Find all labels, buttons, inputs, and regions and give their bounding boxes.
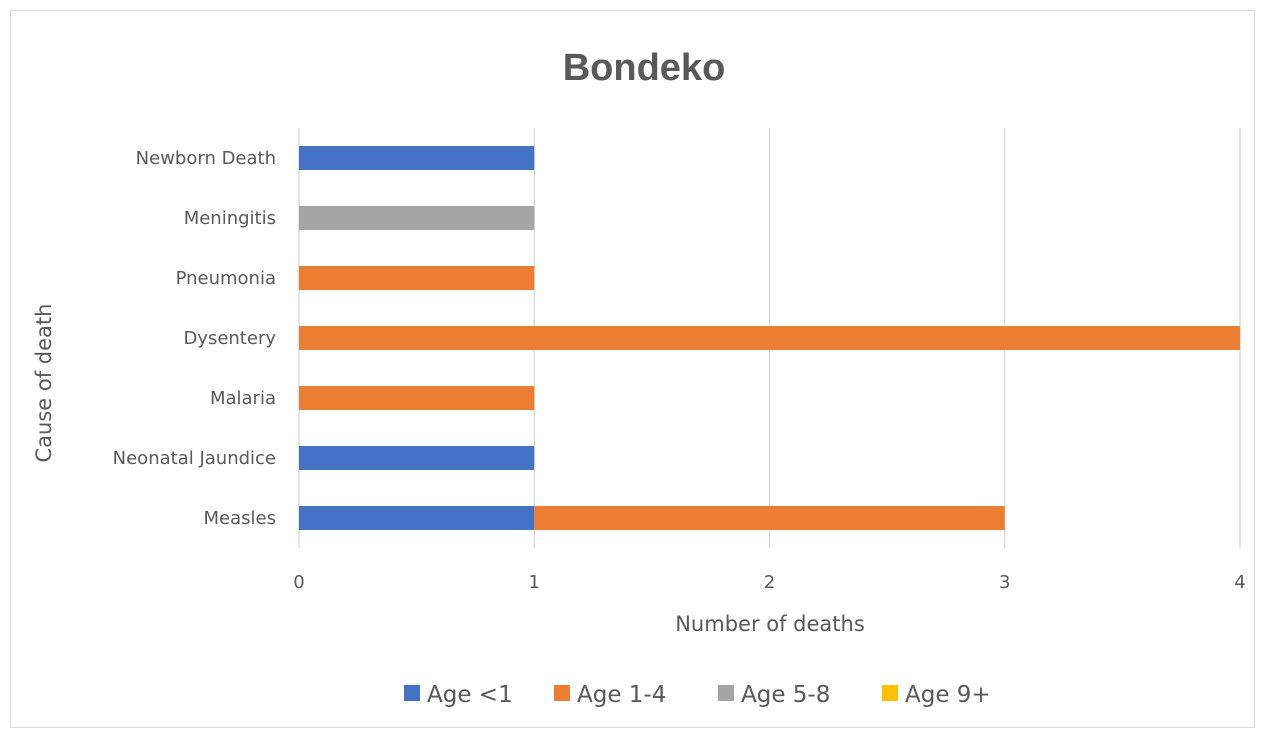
x-axis-label: Number of deaths bbox=[675, 612, 865, 636]
x-tick-label: 2 bbox=[764, 572, 775, 593]
category-label: Measles bbox=[204, 508, 276, 529]
bar-pneumonia-age-1-4 bbox=[299, 266, 535, 290]
bar-neonatal-jaundice-age-1 bbox=[299, 446, 535, 470]
bar-measles-age-1 bbox=[299, 506, 535, 530]
category-label: Dysentery bbox=[183, 328, 276, 349]
chart-frame bbox=[10, 10, 1255, 728]
legend-swatch-age-5-8 bbox=[718, 685, 734, 701]
legend-label: Age 5-8 bbox=[741, 682, 830, 708]
legend-label: Age 1-4 bbox=[577, 682, 666, 708]
category-label: Pneumonia bbox=[176, 268, 276, 289]
bar-meningitis-age-5-8 bbox=[299, 206, 535, 230]
category-label: Newborn Death bbox=[136, 148, 276, 169]
legend: Age <1 Age 1-4 Age 5-8 Age 9+ bbox=[404, 682, 991, 708]
x-tick-label: 0 bbox=[293, 572, 304, 593]
legend-swatch-age-1 bbox=[404, 685, 420, 701]
bar-measles-age-1-4 bbox=[534, 506, 1005, 530]
bars bbox=[299, 146, 1240, 530]
bar-newborn-death-age-1 bbox=[299, 146, 535, 170]
legend-swatch-age-1-4 bbox=[554, 685, 570, 701]
x-tick-label: 1 bbox=[529, 572, 540, 593]
x-tick-labels: 0 1 2 3 4 bbox=[293, 572, 1245, 593]
category-label: Meningitis bbox=[184, 208, 276, 229]
category-labels: Newborn Death Meningitis Pneumonia Dysenter… bbox=[113, 148, 277, 529]
legend-label: Age 9+ bbox=[905, 682, 991, 708]
legend-swatch-age-9 bbox=[882, 685, 898, 701]
category-label: Malaria bbox=[210, 388, 276, 409]
y-axis-label: Cause of death bbox=[32, 304, 56, 463]
legend-label: Age <1 bbox=[427, 682, 513, 708]
bar-dysentery-age-1-4 bbox=[299, 326, 1240, 350]
x-tick-label: 3 bbox=[999, 572, 1010, 593]
category-label: Neonatal Jaundice bbox=[113, 448, 276, 469]
chart-title: Bondeko bbox=[563, 47, 726, 89]
x-tick-label: 4 bbox=[1234, 572, 1245, 593]
bar-malaria-age-1-4 bbox=[299, 386, 535, 410]
